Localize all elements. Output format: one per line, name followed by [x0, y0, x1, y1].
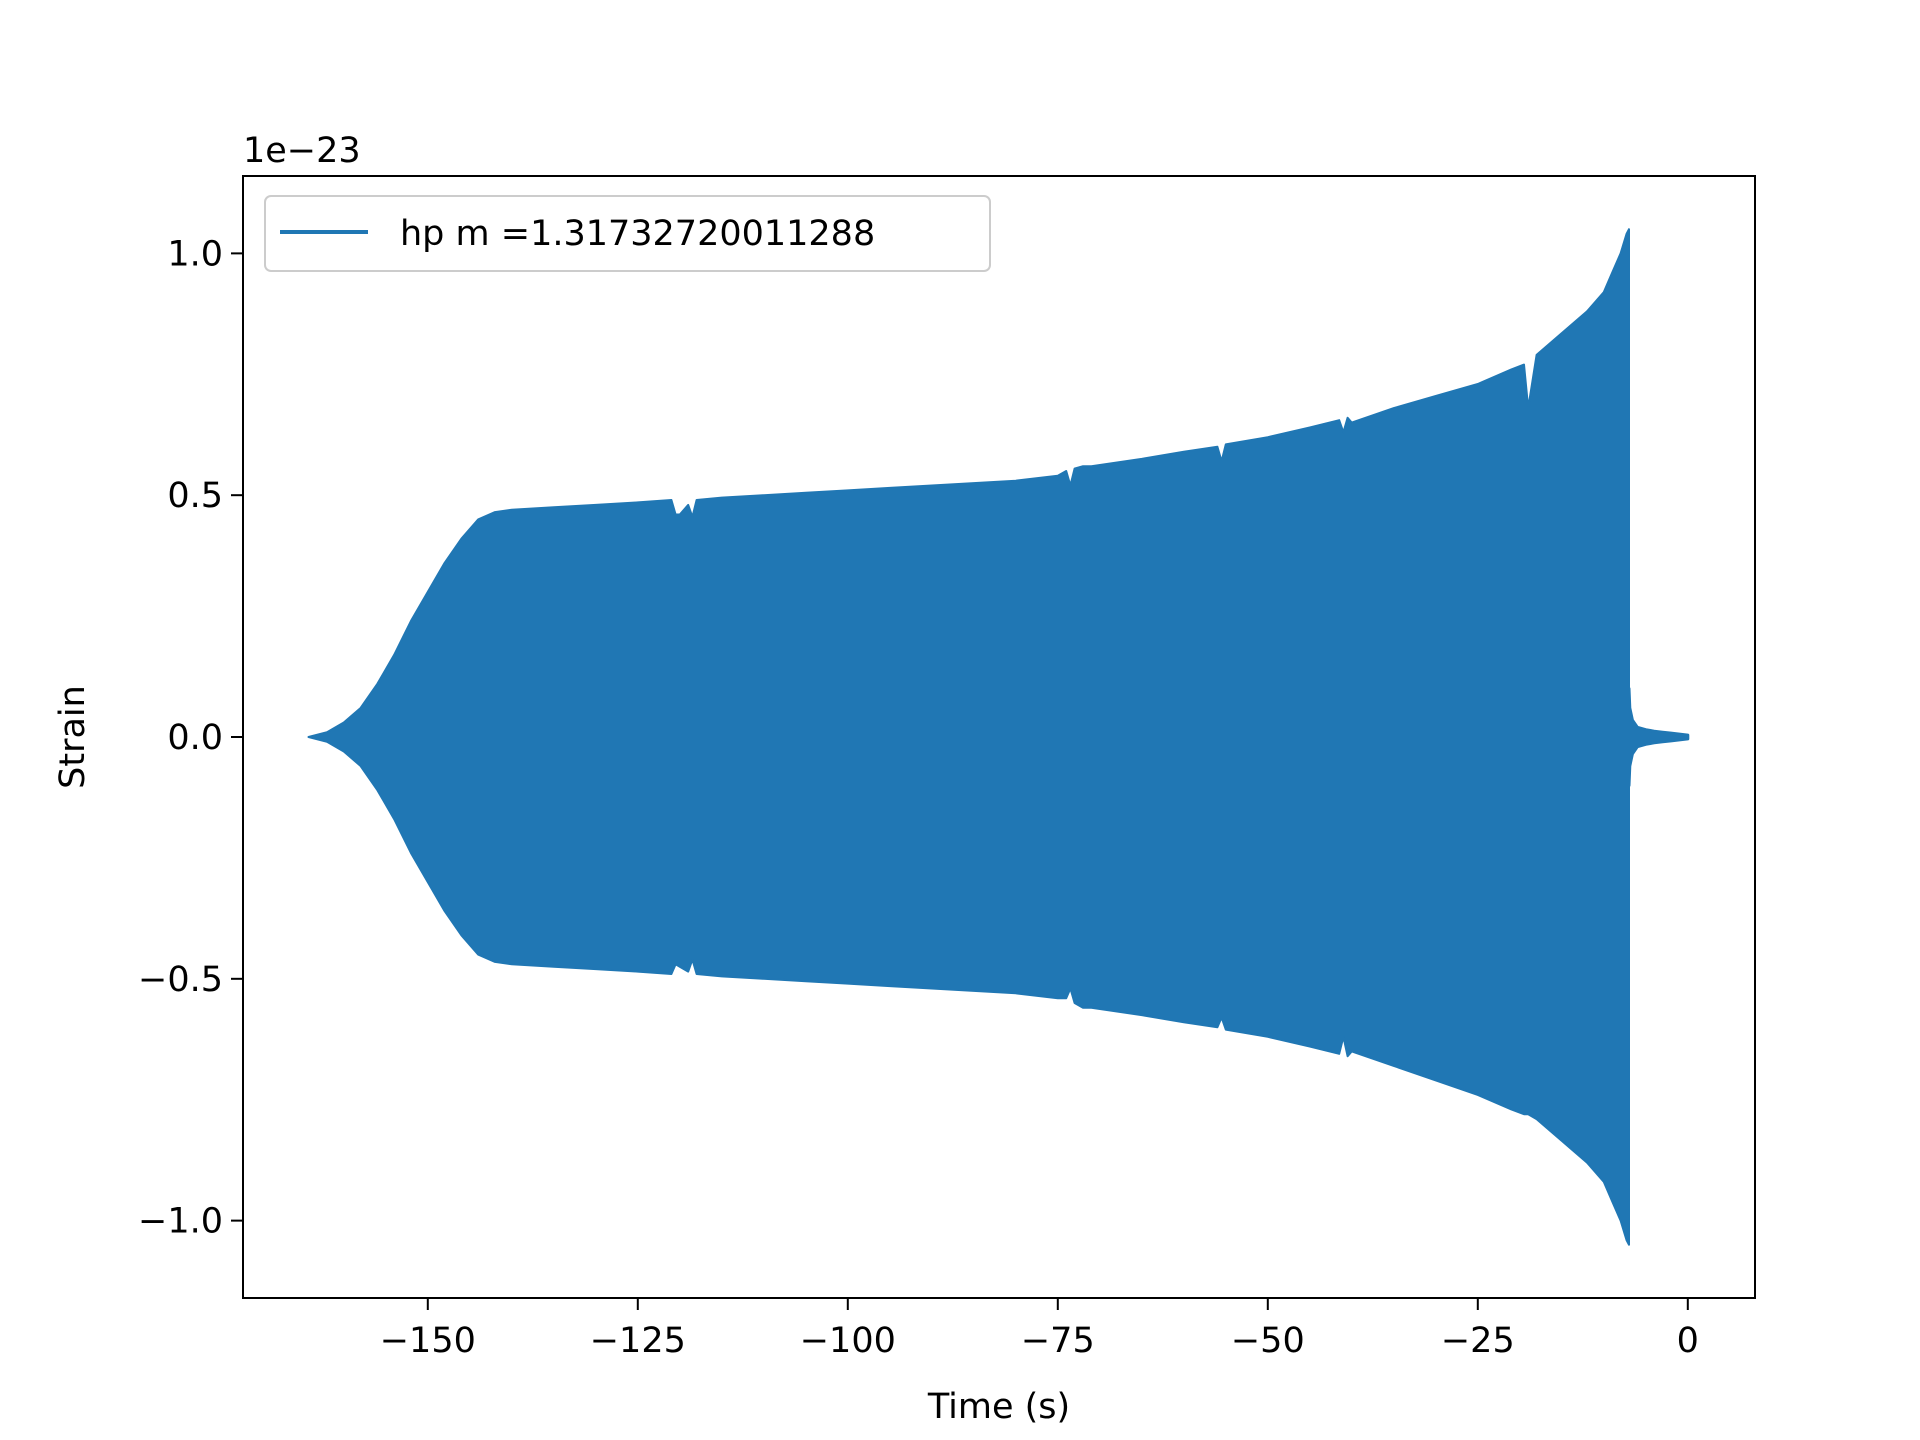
- y-tick-label: −0.5: [138, 960, 223, 1000]
- x-tick-label: −50: [1231, 1321, 1305, 1361]
- legend-label: hp m =1.31732720011288: [400, 214, 875, 254]
- x-axis-ticks: −150 −125 −100 −75 −50 −25 0: [380, 1298, 1699, 1361]
- x-tick-label: −125: [590, 1321, 686, 1361]
- x-axis-label: Time (s): [927, 1387, 1070, 1427]
- legend: hp m =1.31732720011288: [264, 195, 991, 272]
- y-axis-offset-label: 1e−23: [243, 131, 361, 171]
- y-tick-label: 1.0: [167, 234, 223, 274]
- x-tick-label: −25: [1441, 1321, 1515, 1361]
- y-tick-label: −1.0: [138, 1202, 223, 1242]
- x-tick-label: −75: [1021, 1321, 1095, 1361]
- x-tick-label: −100: [800, 1321, 896, 1361]
- plot-area: [307, 228, 1690, 1246]
- legend-box: [264, 195, 991, 272]
- y-tick-label: 0.5: [167, 476, 223, 516]
- y-tick-label: 0.0: [167, 718, 223, 758]
- waveform-ringdown: [1627, 687, 1690, 787]
- y-axis-ticks: 1.0 0.5 0.0 −0.5 −1.0: [138, 234, 243, 1242]
- x-tick-label: −150: [380, 1321, 476, 1361]
- x-tick-label: 0: [1677, 1321, 1699, 1361]
- y-axis-label: Strain: [53, 685, 93, 789]
